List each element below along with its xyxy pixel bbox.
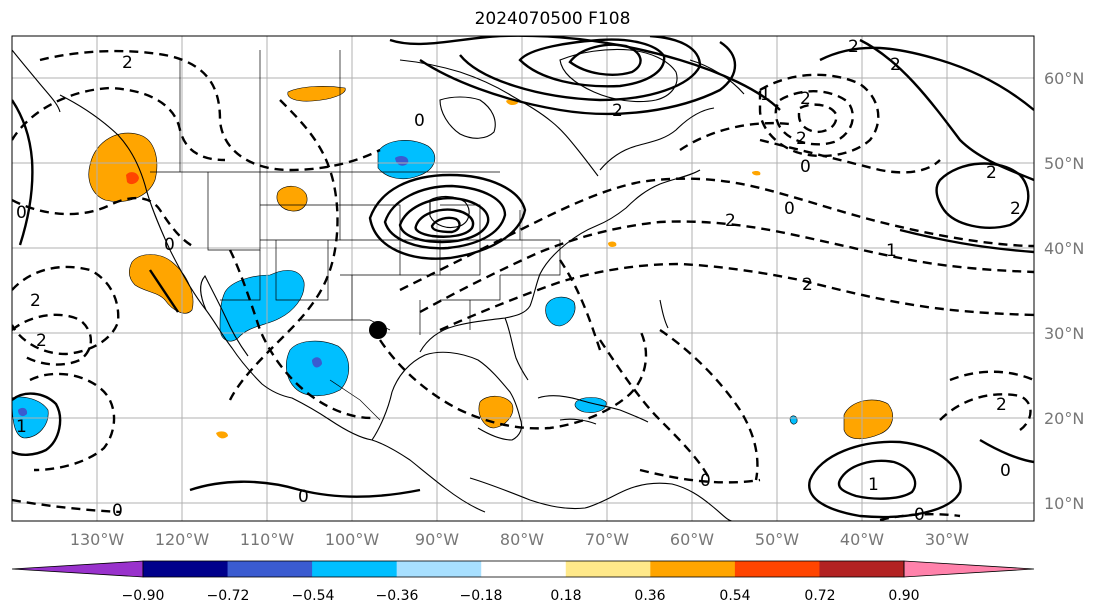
longitude-labels: 130°W 120°W 110°W 100°W 90°W 80°W 70°W 6… (70, 530, 969, 549)
contour-label: 0 (784, 199, 795, 219)
contour-label: 0 (914, 505, 925, 525)
contour-label: 0 (298, 487, 309, 507)
lat-label: 50°N (1044, 154, 1084, 173)
blue-blob-southwest (219, 270, 305, 342)
colorbar-extend-low (11, 560, 144, 578)
contour-label: 2 (890, 55, 901, 75)
contour-label: 2 (986, 163, 997, 183)
contour-label: 2 (725, 211, 736, 231)
colorbar-labels: −0.90 −0.72 −0.54 −0.36 −0.18 0.18 0.36 … (122, 588, 920, 604)
location-marker (369, 321, 387, 339)
contour-label: 2 (122, 53, 133, 73)
colorbar-segment (481, 561, 567, 577)
colorbar-tick-label: 0.72 (804, 588, 835, 604)
red-spot-pnw (126, 172, 139, 185)
orange-blob-small-1 (216, 431, 228, 439)
contour-label: 2 (848, 37, 859, 57)
colorbar-tick-label: −0.90 (122, 588, 165, 604)
contour-label: 2 (802, 275, 813, 295)
contour-label: 2 (800, 89, 811, 109)
colorbar-segment (650, 561, 736, 577)
lon-label: 100°W (325, 530, 380, 549)
contour-label: 1 (886, 241, 897, 261)
colorbar-segment (312, 561, 398, 577)
dashed-contours (12, 49, 1034, 521)
contour-label: 1 (16, 417, 27, 437)
colorbar-outline (142, 560, 905, 578)
lon-label: 90°W (415, 530, 459, 549)
contour-label: 0 (164, 235, 175, 255)
contour-label: 2 (996, 395, 1007, 415)
colorbar-tick-label: 0.18 (550, 588, 581, 604)
colorbar-tick-label: −0.54 (292, 588, 335, 604)
contour-label: 0 (1000, 461, 1011, 481)
contour-label: 0 (800, 157, 811, 177)
blue-blob-atlantic (545, 296, 576, 327)
map-title: 2024070500 F108 (474, 9, 631, 29)
blue-blob-pacific (12, 396, 49, 439)
navy-spot-mexico (312, 357, 322, 368)
orange-blob-small-2 (608, 241, 617, 247)
solid-contours (12, 36, 1034, 519)
contour-label: 0 (16, 203, 27, 223)
colorbar-segment (734, 561, 820, 577)
lon-label: 110°W (240, 530, 295, 549)
contour-label: 2 (36, 331, 47, 351)
colorbar-tick-label: 0.54 (719, 588, 750, 604)
contour-label: 2 (612, 101, 623, 121)
lat-label: 10°N (1044, 494, 1084, 513)
contour-label: 1 (868, 475, 879, 495)
blue-blob-small (789, 415, 798, 425)
orange-blob-canada (287, 86, 346, 102)
contour-label: 1 (760, 85, 771, 105)
colorbar-tick-label: 0.36 (634, 588, 665, 604)
colorbar-segment (227, 561, 313, 577)
colorbar-segment (819, 561, 905, 577)
lon-label: 40°W (840, 530, 884, 549)
blue-blob-mexico (286, 340, 350, 397)
lat-label: 40°N (1044, 239, 1084, 258)
orange-blob-socal (129, 254, 194, 314)
orange-blob-atlantic (843, 399, 893, 440)
map-panel: 2 2 2 2 2 2 1 1 0 0 0 0 0 2 2 2 1 0 0 2 … (12, 36, 1034, 525)
colorbar-segment (143, 561, 229, 577)
map-frame (11, 35, 1035, 522)
contour-label: 2 (1010, 199, 1021, 219)
contour-label: 0 (112, 501, 123, 521)
lat-label: 60°N (1044, 69, 1084, 88)
colorbar-tick-label: −0.18 (460, 588, 503, 604)
lon-label: 60°W (670, 530, 714, 549)
lon-label: 70°W (585, 530, 629, 549)
colorbar-segment (565, 561, 651, 577)
contour-label: 0 (700, 471, 711, 491)
latitude-labels: 60°N 50°N 40°N 30°N 20°N 10°N (1044, 69, 1084, 513)
colorbar-tick-label: −0.36 (376, 588, 419, 604)
contour-label: 0 (414, 111, 425, 131)
lon-label: 130°W (70, 530, 125, 549)
lon-label: 50°W (755, 530, 799, 549)
lon-label: 80°W (500, 530, 544, 549)
lat-label: 20°N (1044, 409, 1084, 428)
colorbar-tick-label: −0.72 (207, 588, 250, 604)
contour-labels: 2 2 2 2 2 2 1 1 0 0 0 0 0 2 2 2 1 0 0 2 … (16, 37, 1021, 525)
orange-blob-small-3 (752, 171, 761, 176)
colorbar-extend-high (903, 560, 1035, 578)
colorbar-segment (396, 561, 482, 577)
colorbar-tick-label: 0.90 (888, 588, 919, 604)
colorbar (11, 560, 1035, 578)
navy-spot-pacific (18, 407, 28, 417)
graticule (12, 36, 1034, 521)
lat-label: 30°N (1044, 324, 1084, 343)
contour-label: 2 (796, 129, 807, 149)
lon-label: 120°W (155, 530, 210, 549)
coastlines (12, 48, 745, 521)
contour-label: 2 (30, 291, 41, 311)
lon-label: 30°W (925, 530, 969, 549)
